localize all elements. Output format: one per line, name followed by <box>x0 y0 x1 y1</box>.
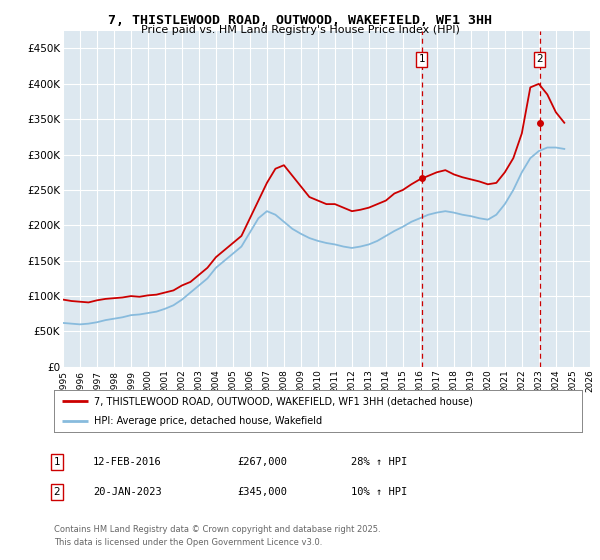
Text: This data is licensed under the Open Government Licence v3.0.: This data is licensed under the Open Gov… <box>54 538 322 547</box>
Text: 28% ↑ HPI: 28% ↑ HPI <box>351 457 407 467</box>
Text: £267,000: £267,000 <box>237 457 287 467</box>
Text: 12-FEB-2016: 12-FEB-2016 <box>93 457 162 467</box>
Text: 2: 2 <box>53 487 61 497</box>
Text: 20-JAN-2023: 20-JAN-2023 <box>93 487 162 497</box>
Text: 2: 2 <box>536 54 543 64</box>
Text: 10% ↑ HPI: 10% ↑ HPI <box>351 487 407 497</box>
Text: 7, THISTLEWOOD ROAD, OUTWOOD, WAKEFIELD, WF1 3HH (detached house): 7, THISTLEWOOD ROAD, OUTWOOD, WAKEFIELD,… <box>94 396 472 407</box>
Text: £345,000: £345,000 <box>237 487 287 497</box>
Text: Contains HM Land Registry data © Crown copyright and database right 2025.: Contains HM Land Registry data © Crown c… <box>54 525 380 534</box>
Text: 1: 1 <box>53 457 61 467</box>
Text: 7, THISTLEWOOD ROAD, OUTWOOD, WAKEFIELD, WF1 3HH: 7, THISTLEWOOD ROAD, OUTWOOD, WAKEFIELD,… <box>108 14 492 27</box>
Text: 1: 1 <box>418 54 425 64</box>
Text: Price paid vs. HM Land Registry's House Price Index (HPI): Price paid vs. HM Land Registry's House … <box>140 25 460 35</box>
Text: HPI: Average price, detached house, Wakefield: HPI: Average price, detached house, Wake… <box>94 416 322 426</box>
